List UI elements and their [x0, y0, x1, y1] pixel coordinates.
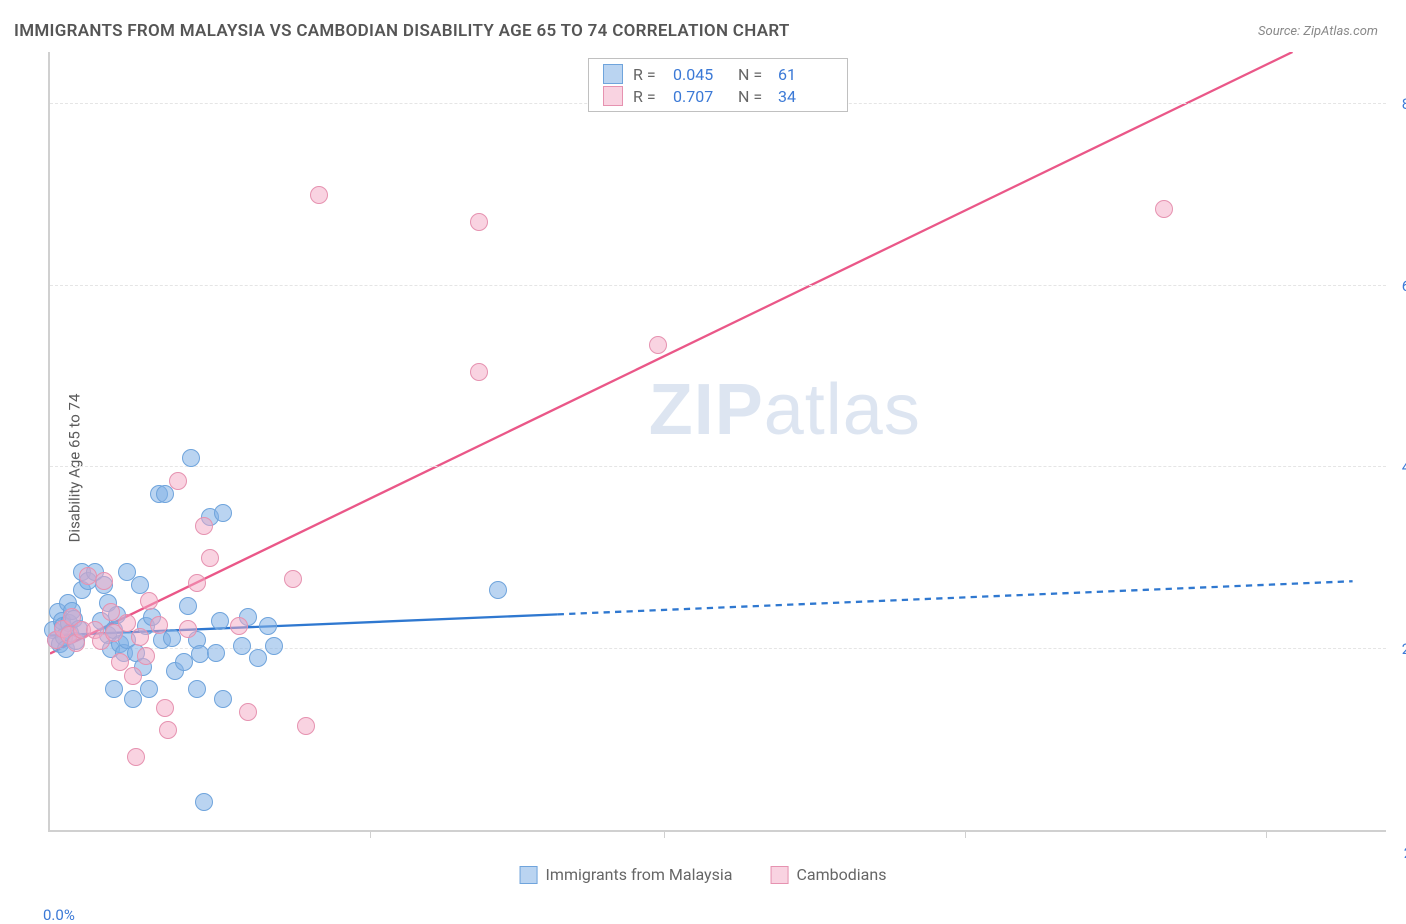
data-point	[140, 680, 158, 698]
watermark-bold: ZIP	[649, 370, 764, 450]
n-label-0: N =	[738, 65, 768, 84]
y-tick-label: 20.0%	[1402, 640, 1406, 658]
data-point	[137, 647, 155, 665]
legend-item-label-1: Cambodians	[796, 865, 886, 884]
legend-item-1: Cambodians	[770, 865, 886, 884]
x-tick-min: 0.0%	[43, 906, 75, 924]
watermark: ZIPatlas	[649, 369, 921, 451]
data-point	[179, 620, 197, 638]
x-tick	[1266, 830, 1267, 838]
r-value-0: 0.045	[673, 65, 728, 84]
n-value-1: 34	[778, 87, 833, 106]
watermark-rest: atlas	[764, 370, 921, 450]
data-point	[163, 629, 181, 647]
source-label: Source: ZipAtlas.com	[1258, 24, 1378, 39]
r-label-1: R =	[633, 87, 663, 106]
data-point	[195, 793, 213, 811]
plot-area: ZIPatlas R = 0.045 N = 61 R = 0.707 N = …	[48, 52, 1386, 832]
x-tick	[370, 830, 371, 838]
data-point	[470, 213, 488, 231]
data-point	[140, 592, 158, 610]
data-point	[297, 717, 315, 735]
data-point	[265, 637, 283, 655]
data-point	[211, 612, 229, 630]
y-tick-label: 80.0%	[1402, 95, 1406, 113]
data-point	[310, 186, 328, 204]
data-point	[102, 603, 120, 621]
data-point	[230, 617, 248, 635]
data-point	[214, 504, 232, 522]
data-point	[1155, 200, 1173, 218]
legend-stats: R = 0.045 N = 61 R = 0.707 N = 34	[588, 58, 848, 112]
data-point	[124, 690, 142, 708]
data-point	[169, 472, 187, 490]
data-point	[489, 581, 507, 599]
data-point	[259, 617, 277, 635]
data-point	[239, 703, 257, 721]
data-point	[249, 649, 267, 667]
chart-container: IMMIGRANTS FROM MALAYSIA VS CAMBODIAN DI…	[0, 0, 1406, 892]
data-point	[233, 637, 251, 655]
data-point	[207, 644, 225, 662]
data-point	[95, 572, 113, 590]
legend-series: Immigrants from Malaysia Cambodians	[520, 865, 887, 884]
r-value-1: 0.707	[673, 87, 728, 106]
y-tick-label: 40.0%	[1402, 458, 1406, 476]
data-point	[131, 628, 149, 646]
r-label-0: R =	[633, 65, 663, 84]
legend-stats-row-0: R = 0.045 N = 61	[599, 63, 837, 85]
data-point	[156, 699, 174, 717]
chart-title: IMMIGRANTS FROM MALAYSIA VS CAMBODIAN DI…	[14, 21, 790, 41]
data-point	[188, 680, 206, 698]
data-point	[150, 616, 168, 634]
data-point	[127, 748, 145, 766]
n-label-1: N =	[738, 87, 768, 106]
data-point	[649, 336, 667, 354]
data-point	[201, 549, 219, 567]
gridline	[50, 285, 1386, 286]
data-point	[182, 449, 200, 467]
data-point	[214, 690, 232, 708]
y-tick-label: 60.0%	[1402, 277, 1406, 295]
legend-swatch-1	[603, 86, 623, 106]
data-point	[156, 485, 174, 503]
legend-swatch-0	[603, 64, 623, 84]
data-point	[124, 667, 142, 685]
data-point	[284, 570, 302, 588]
legend-stats-row-1: R = 0.707 N = 34	[599, 85, 837, 107]
legend-item-swatch-0	[520, 866, 538, 884]
n-value-0: 61	[778, 65, 833, 84]
chart-area: Disability Age 65 to 74 ZIPatlas R = 0.0…	[0, 44, 1406, 892]
data-point	[195, 517, 213, 535]
data-point	[188, 574, 206, 592]
header-row: IMMIGRANTS FROM MALAYSIA VS CAMBODIAN DI…	[0, 0, 1406, 44]
data-point	[131, 576, 149, 594]
x-tick	[664, 830, 665, 838]
legend-item-label-0: Immigrants from Malaysia	[546, 865, 733, 884]
data-point	[159, 721, 177, 739]
data-point	[470, 363, 488, 381]
data-point	[179, 597, 197, 615]
x-tick	[965, 830, 966, 838]
data-point	[105, 680, 123, 698]
gridline	[50, 466, 1386, 467]
legend-item-0: Immigrants from Malaysia	[520, 865, 733, 884]
legend-item-swatch-1	[770, 866, 788, 884]
